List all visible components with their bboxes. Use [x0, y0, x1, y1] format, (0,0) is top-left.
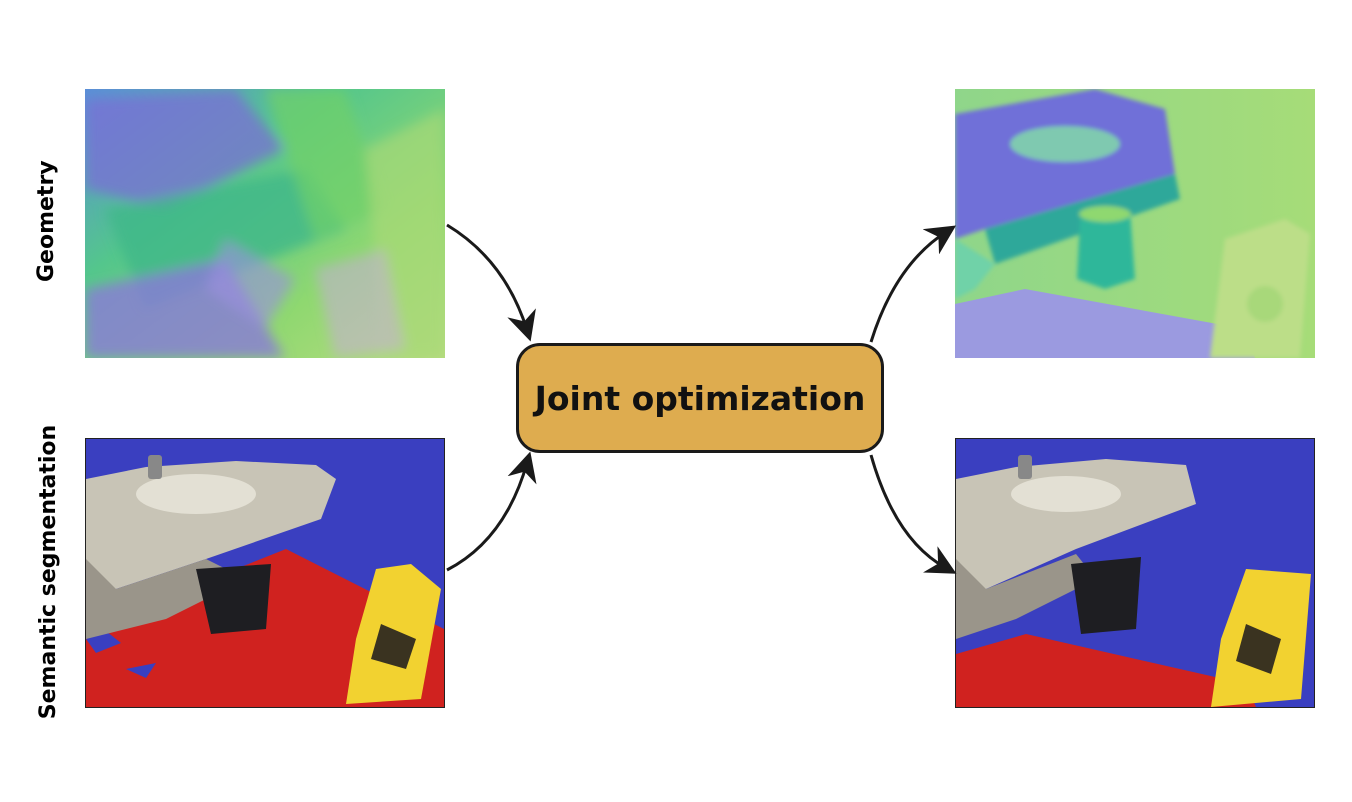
output-semantic-segmentation-image: [955, 438, 1315, 708]
joint-optimization-box: Joint optimization: [516, 343, 884, 453]
arrow-optimization-to-geometry: [869, 225, 957, 343]
arrow-optimization-to-semantic: [869, 454, 957, 574]
arrow-geometry-to-optimization: [446, 223, 536, 342]
arrow-semantic-to-optimization: [446, 451, 537, 572]
input-geometry-image: [85, 89, 445, 358]
output-geometry-image: [955, 89, 1315, 358]
input-semantic-segmentation-image: [85, 438, 445, 708]
joint-optimization-label: Joint optimization: [534, 378, 866, 418]
